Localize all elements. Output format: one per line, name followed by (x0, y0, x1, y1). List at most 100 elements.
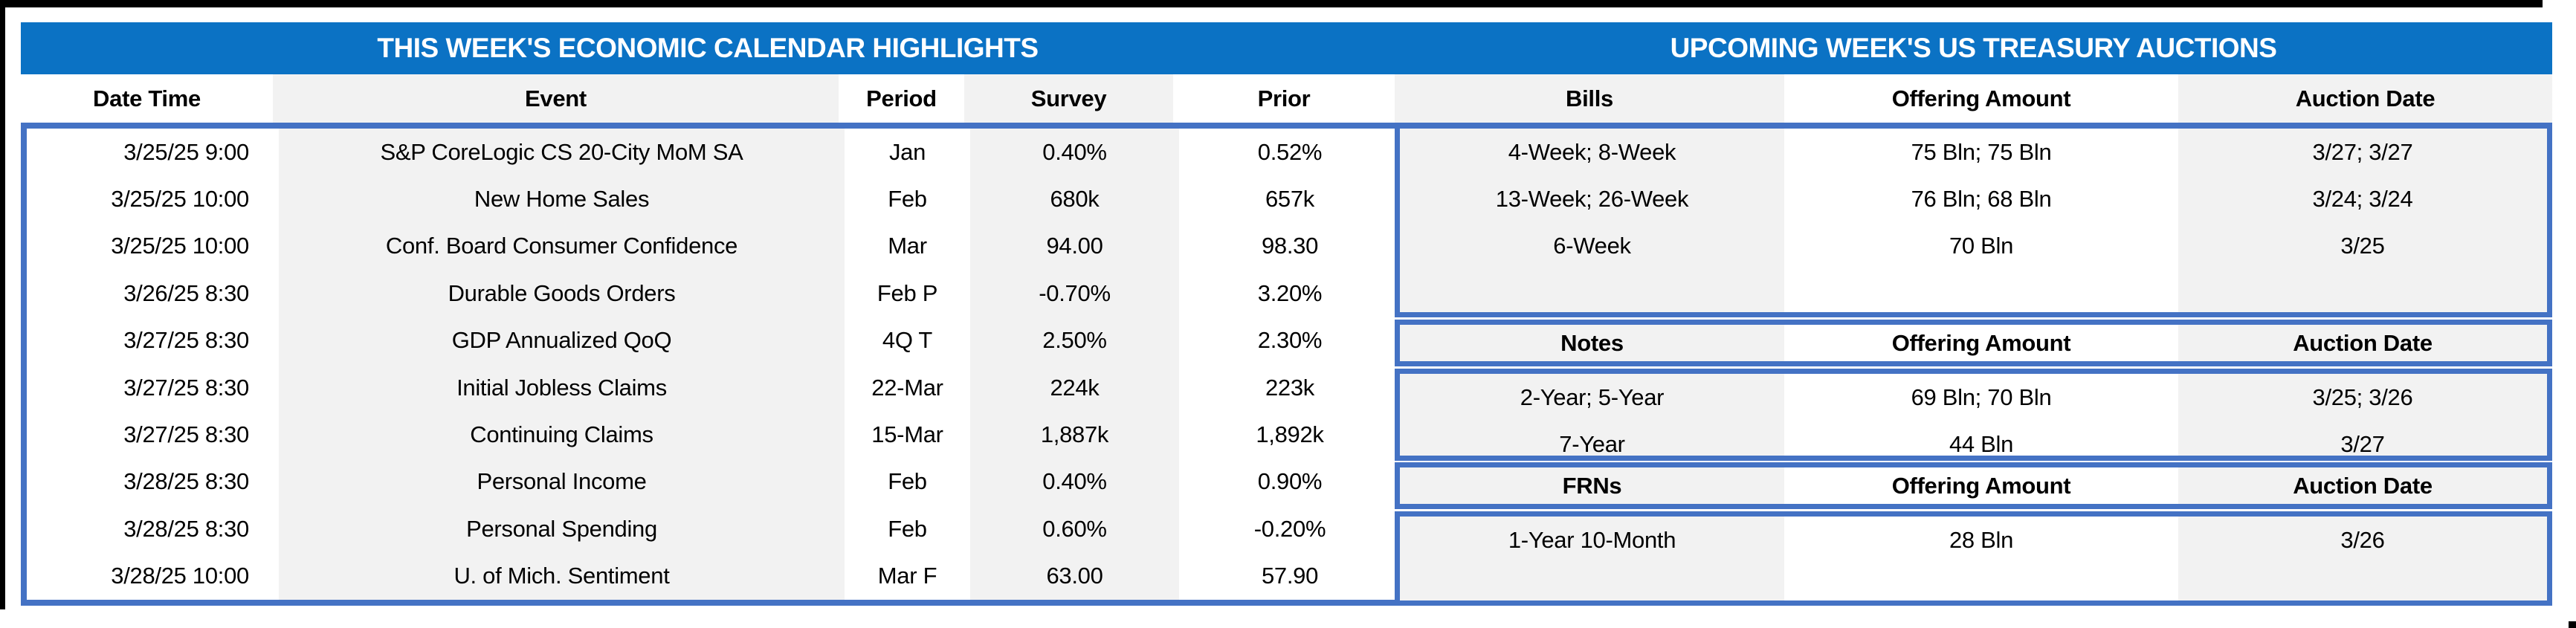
cell-auction-date: 3/26 (2340, 526, 2385, 553)
auctions-title: UPCOMING WEEK'S US TREASURY AUCTIONS (1670, 33, 2277, 63)
cell-survey: 0.60% (1042, 515, 1107, 542)
column-header-survey: Survey (964, 74, 1173, 123)
economic-calendar-table: 3/25/25 9:00 S&P CoreLogic CS 20-City MoM… (21, 129, 1401, 606)
table-row: 3/25/25 10:00 New Home Sales Feb 680k 657k (33, 175, 1401, 222)
cell-auction-date: 3/25; 3/26 (2312, 383, 2413, 410)
cell-prior: 657k (1265, 186, 1315, 213)
table-row: 13-Week; 26-Week 76 Bln; 68 Bln 3/24; 3/24 (1400, 175, 2547, 222)
column-header-auction-date: Auction Date (2178, 74, 2552, 123)
column-header-date-time: Date Time (21, 74, 273, 123)
cell-auction-date: 3/24; 3/24 (2312, 186, 2413, 213)
bills-rows: 4-Week; 8-Week 75 Bln; 75 Bln 3/27; 3/27 13… (1400, 129, 2547, 312)
column-header-offering-amount: Offering Amount (1784, 467, 2178, 504)
column-header-frns: FRNs (1400, 467, 1784, 504)
column-header-bills: Bills (1395, 74, 1784, 123)
calendar-title-area: THIS WEEK'S ECONOMIC CALENDAR HIGHLIGHTS (21, 22, 1395, 74)
column-header-prior: Prior (1173, 74, 1395, 123)
cell-date-time: 3/26/25 8:30 (123, 279, 249, 306)
cell-event: Personal Spending (466, 515, 657, 542)
table-row: 3/28/25 8:30 Personal Spending Feb 0.60% -0.… (33, 505, 1401, 552)
cell-security: 4-Week; 8-Week (1508, 138, 1676, 165)
cell-offering-amount: 69 Bln; 70 Bln (1911, 383, 2052, 410)
cell-prior: 98.30 (1261, 233, 1319, 259)
cell-prior: 223k (1265, 374, 1315, 401)
column-header-offering-amount: Offering Amount (1784, 74, 2178, 123)
header-underline (21, 123, 2552, 129)
bills-table: 4-Week; 8-Week 75 Bln; 75 Bln 3/27; 3/27 13… (1395, 129, 2552, 317)
cell-security: 1-Year 10-Month (1508, 526, 1676, 553)
cell-period: 4Q T (882, 327, 933, 354)
cell-period: Mar F (877, 563, 937, 589)
cell-period: Feb P (877, 279, 938, 306)
cell-date-time: 3/25/25 10:00 (111, 186, 249, 213)
notes-rows: 2-Year; 5-Year 69 Bln; 70 Bln 3/25; 3/26 7-… (1400, 374, 2547, 457)
cell-auction-date: 3/27; 3/27 (2312, 138, 2413, 165)
cell-prior: 1,892k (1256, 421, 1324, 448)
cell-auction-date: 3/25 (2340, 233, 2385, 259)
cell-date-time: 3/28/25 10:00 (111, 563, 249, 589)
cell-survey: 94.00 (1046, 233, 1103, 259)
cell-offering-amount: 76 Bln; 68 Bln (1911, 186, 2052, 213)
notes-stripes (1400, 374, 2547, 456)
cell-survey: -0.70% (1039, 279, 1111, 306)
cell-survey: 224k (1050, 374, 1100, 401)
cell-auction-date: 3/27 (2340, 431, 2385, 458)
column-header-event: Event (273, 74, 839, 123)
column-header-offering-amount: Offering Amount (1784, 325, 2178, 361)
cell-prior: -0.20% (1253, 515, 1326, 542)
cell-survey: 2.50% (1042, 327, 1107, 354)
calendar-title: THIS WEEK'S ECONOMIC CALENDAR HIGHLIGHTS (377, 33, 1039, 63)
cell-event: Durable Goods Orders (448, 279, 676, 306)
cell-event: Personal Income (477, 468, 647, 495)
cell-period: Feb (888, 468, 927, 495)
cell-offering-amount: 28 Bln (1949, 526, 2014, 553)
notes-table: 2-Year; 5-Year 69 Bln; 70 Bln 3/25; 3/26 7-… (1395, 369, 2552, 461)
cell-security: 13-Week; 26-Week (1495, 186, 1689, 213)
cell-survey: 0.40% (1042, 468, 1107, 495)
table-row: 6-Week 70 Bln 3/25 (1400, 223, 2547, 270)
cell-offering-amount: 70 Bln (1949, 233, 2014, 259)
cell-event: GDP Annualized QoQ (451, 327, 672, 354)
table-row: 1-Year 10-Month 28 Bln 3/26 (1400, 517, 2547, 563)
cell-prior: 0.52% (1257, 138, 1323, 165)
frame-corner-mark (2569, 621, 2576, 628)
calendar-rows: 3/25/25 9:00 S&P CoreLogic CS 20-City MoM… (33, 129, 1401, 600)
cell-prior: 57.90 (1261, 563, 1319, 589)
cell-security: 6-Week (1553, 233, 1631, 259)
frame-left-edge (0, 0, 5, 609)
table-row: 3/27/25 8:30 GDP Annualized QoQ 4Q T 2.50% 2… (33, 317, 1401, 364)
cell-event: U. of Mich. Sentiment (453, 563, 670, 589)
column-header-notes: Notes (1400, 325, 1784, 361)
frns-table: 1-Year 10-Month 28 Bln 3/26 (1395, 511, 2552, 606)
cell-prior: 0.90% (1257, 468, 1323, 495)
notes-header-row: Notes Offering Amount Auction Date (1395, 320, 2552, 366)
cell-period: Jan (888, 138, 926, 165)
cell-offering-amount: 75 Bln; 75 Bln (1911, 138, 2052, 165)
frame-top-edge (0, 0, 2543, 7)
cell-period: Feb (888, 515, 927, 542)
cell-prior: 2.30% (1257, 327, 1323, 354)
cell-date-time: 3/28/25 8:30 (123, 515, 249, 542)
cell-event: S&P CoreLogic CS 20-City MoM SA (380, 138, 743, 165)
cell-date-time: 3/25/25 9:00 (123, 138, 249, 165)
table-row: 3/27/25 8:30 Initial Jobless Claims 22-Mar… (33, 364, 1401, 411)
title-bar: THIS WEEK'S ECONOMIC CALENDAR HIGHLIGHTS… (21, 22, 2552, 74)
cell-event: Initial Jobless Claims (456, 374, 667, 401)
cell-date-time: 3/27/25 8:30 (123, 374, 249, 401)
table-row: 7-Year 44 Bln 3/27 (1400, 421, 2547, 467)
cell-date-time: 3/28/25 8:30 (123, 468, 249, 495)
calendar-column-stripes (33, 129, 1401, 600)
column-header-auction-date: Auction Date (2178, 325, 2547, 361)
table-row: 3/28/25 10:00 U. of Mich. Sentiment Mar F 6… (33, 553, 1401, 600)
cell-event: New Home Sales (474, 186, 650, 213)
table-row: 3/27/25 8:30 Continuing Claims 15-Mar 1,887… (33, 411, 1401, 458)
table-row: 3/26/25 8:30 Durable Goods Orders Feb P -0.… (33, 270, 1401, 317)
cell-period: 15-Mar (871, 421, 943, 448)
frns-stripes (1400, 517, 2547, 601)
table-row: 2-Year; 5-Year 69 Bln; 70 Bln 3/25; 3/26 (1400, 374, 2547, 421)
column-header-auction-date: Auction Date (2178, 467, 2547, 504)
bills-stripes (1400, 129, 2547, 312)
cell-date-time: 3/25/25 10:00 (111, 233, 249, 259)
cell-security: 2-Year; 5-Year (1520, 383, 1665, 410)
